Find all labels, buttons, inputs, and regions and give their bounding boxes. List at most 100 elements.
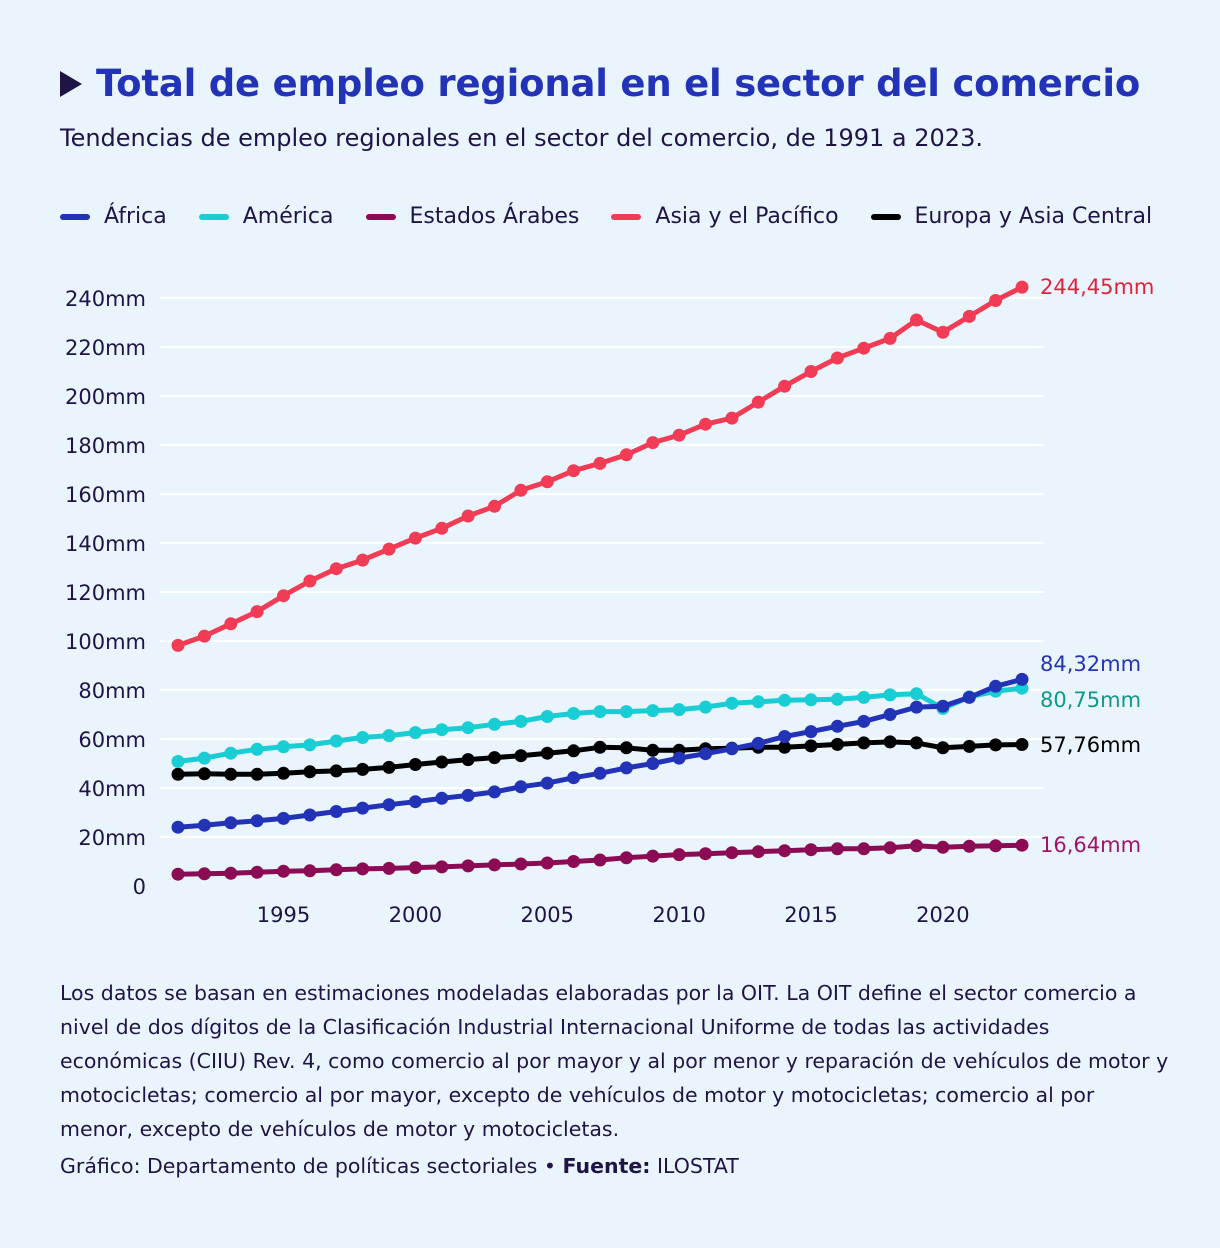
- data-point: [171, 755, 185, 768]
- data-point: [250, 767, 264, 781]
- data-point: [804, 843, 818, 857]
- data-point: [910, 839, 923, 853]
- data-point: [725, 411, 739, 425]
- data-point: [488, 785, 501, 799]
- data-point: [725, 742, 739, 756]
- data-point: [540, 776, 554, 790]
- data-point: [751, 395, 765, 409]
- data-point: [883, 708, 897, 721]
- data-point: [962, 690, 976, 704]
- data-point: [356, 553, 370, 567]
- data-point: [488, 499, 501, 513]
- chart-subtitle: Tendencias de empleo regionales en el se…: [60, 124, 983, 152]
- data-point: [830, 719, 844, 733]
- data-point: [488, 717, 501, 731]
- data-point: [382, 760, 396, 774]
- data-point: [672, 703, 686, 717]
- data-point: [672, 848, 686, 862]
- data-point: [910, 700, 923, 714]
- legend-swatch: [60, 213, 90, 220]
- series-asia-y-el-pacifico: [171, 280, 1029, 652]
- data-point: [567, 707, 581, 720]
- data-point: [514, 780, 528, 794]
- line-chart: 0 20mm 40mm 60mm 80mm 100mm 120mm 140mm 160mm 180…: [65, 275, 1154, 927]
- data-point: [778, 730, 792, 743]
- data-point: [593, 853, 607, 867]
- data-point: [250, 865, 264, 879]
- legend: África América Estados Árabes Asia y el Pac…: [60, 204, 1152, 229]
- data-point: [488, 751, 501, 765]
- data-point: [567, 464, 581, 478]
- data-point: [567, 744, 581, 758]
- data-point: [619, 448, 633, 462]
- x-tick-label: 2015: [784, 903, 837, 927]
- legend-swatch: [611, 213, 642, 220]
- data-point: [936, 741, 950, 755]
- legend-label: Estados Árabes: [409, 204, 580, 229]
- y-tick-label: 60mm: [78, 728, 146, 752]
- data-point: [567, 771, 581, 785]
- data-point: [857, 714, 871, 728]
- data-point: [936, 699, 950, 713]
- data-point: [857, 842, 871, 856]
- legend-swatch: [870, 213, 901, 220]
- data-point: [646, 436, 660, 450]
- legend-label: África: [104, 204, 167, 229]
- graphic-credit: Gráfico: Departamento de políticas secto…: [60, 1154, 538, 1178]
- series-estados-arabes: [171, 838, 1029, 881]
- y-tick-label: 0: [133, 875, 146, 899]
- data-point: [171, 867, 185, 881]
- data-point: [804, 739, 818, 753]
- data-point: [619, 851, 633, 865]
- data-point: [804, 365, 818, 378]
- data-point: [540, 856, 554, 870]
- data-point: [514, 714, 528, 728]
- x-tick-label: 2020: [916, 903, 969, 927]
- data-point: [197, 751, 211, 765]
- data-point: [303, 808, 317, 822]
- data-point: [171, 638, 185, 652]
- data-point: [778, 379, 792, 393]
- data-point: [883, 841, 897, 855]
- y-tick-label: 120mm: [65, 581, 146, 605]
- data-point: [461, 721, 475, 735]
- data-point: [461, 859, 475, 873]
- data-point: [751, 845, 765, 859]
- data-point: [883, 735, 897, 749]
- data-point: [936, 840, 950, 854]
- data-point: [329, 734, 343, 748]
- data-point: [303, 765, 317, 779]
- data-point: [250, 605, 264, 619]
- data-point: [593, 456, 607, 470]
- data-point: [435, 860, 449, 874]
- y-tick-label: 240mm: [65, 287, 146, 311]
- data-point: [540, 746, 554, 760]
- y-tick-label: 180mm: [65, 434, 146, 458]
- data-point: [408, 531, 422, 545]
- data-point: [778, 693, 792, 707]
- data-point: [672, 428, 686, 442]
- data-point: [303, 738, 317, 752]
- data-point: [329, 805, 343, 818]
- data-point: [329, 764, 343, 778]
- data-point: [1015, 838, 1029, 852]
- data-point: [910, 736, 923, 750]
- y-tick-label: 140mm: [65, 532, 146, 556]
- data-point: [593, 740, 607, 754]
- data-point: [197, 767, 211, 781]
- data-point: [672, 751, 686, 765]
- data-point: [514, 857, 528, 871]
- y-tick-label: 100mm: [65, 630, 146, 654]
- data-point: [751, 736, 765, 750]
- data-point: [936, 325, 950, 339]
- data-point: [857, 690, 871, 704]
- data-point: [408, 726, 422, 740]
- data-point: [277, 740, 290, 754]
- data-point: [1015, 738, 1029, 751]
- data-point: [804, 693, 818, 707]
- data-point: [329, 562, 343, 576]
- data-point: [382, 861, 396, 875]
- credit-line: Gráfico: Departamento de políticas secto…: [60, 1154, 739, 1178]
- legend-item-estados-arabes: Estados Árabes: [365, 204, 580, 229]
- data-point: [382, 542, 396, 556]
